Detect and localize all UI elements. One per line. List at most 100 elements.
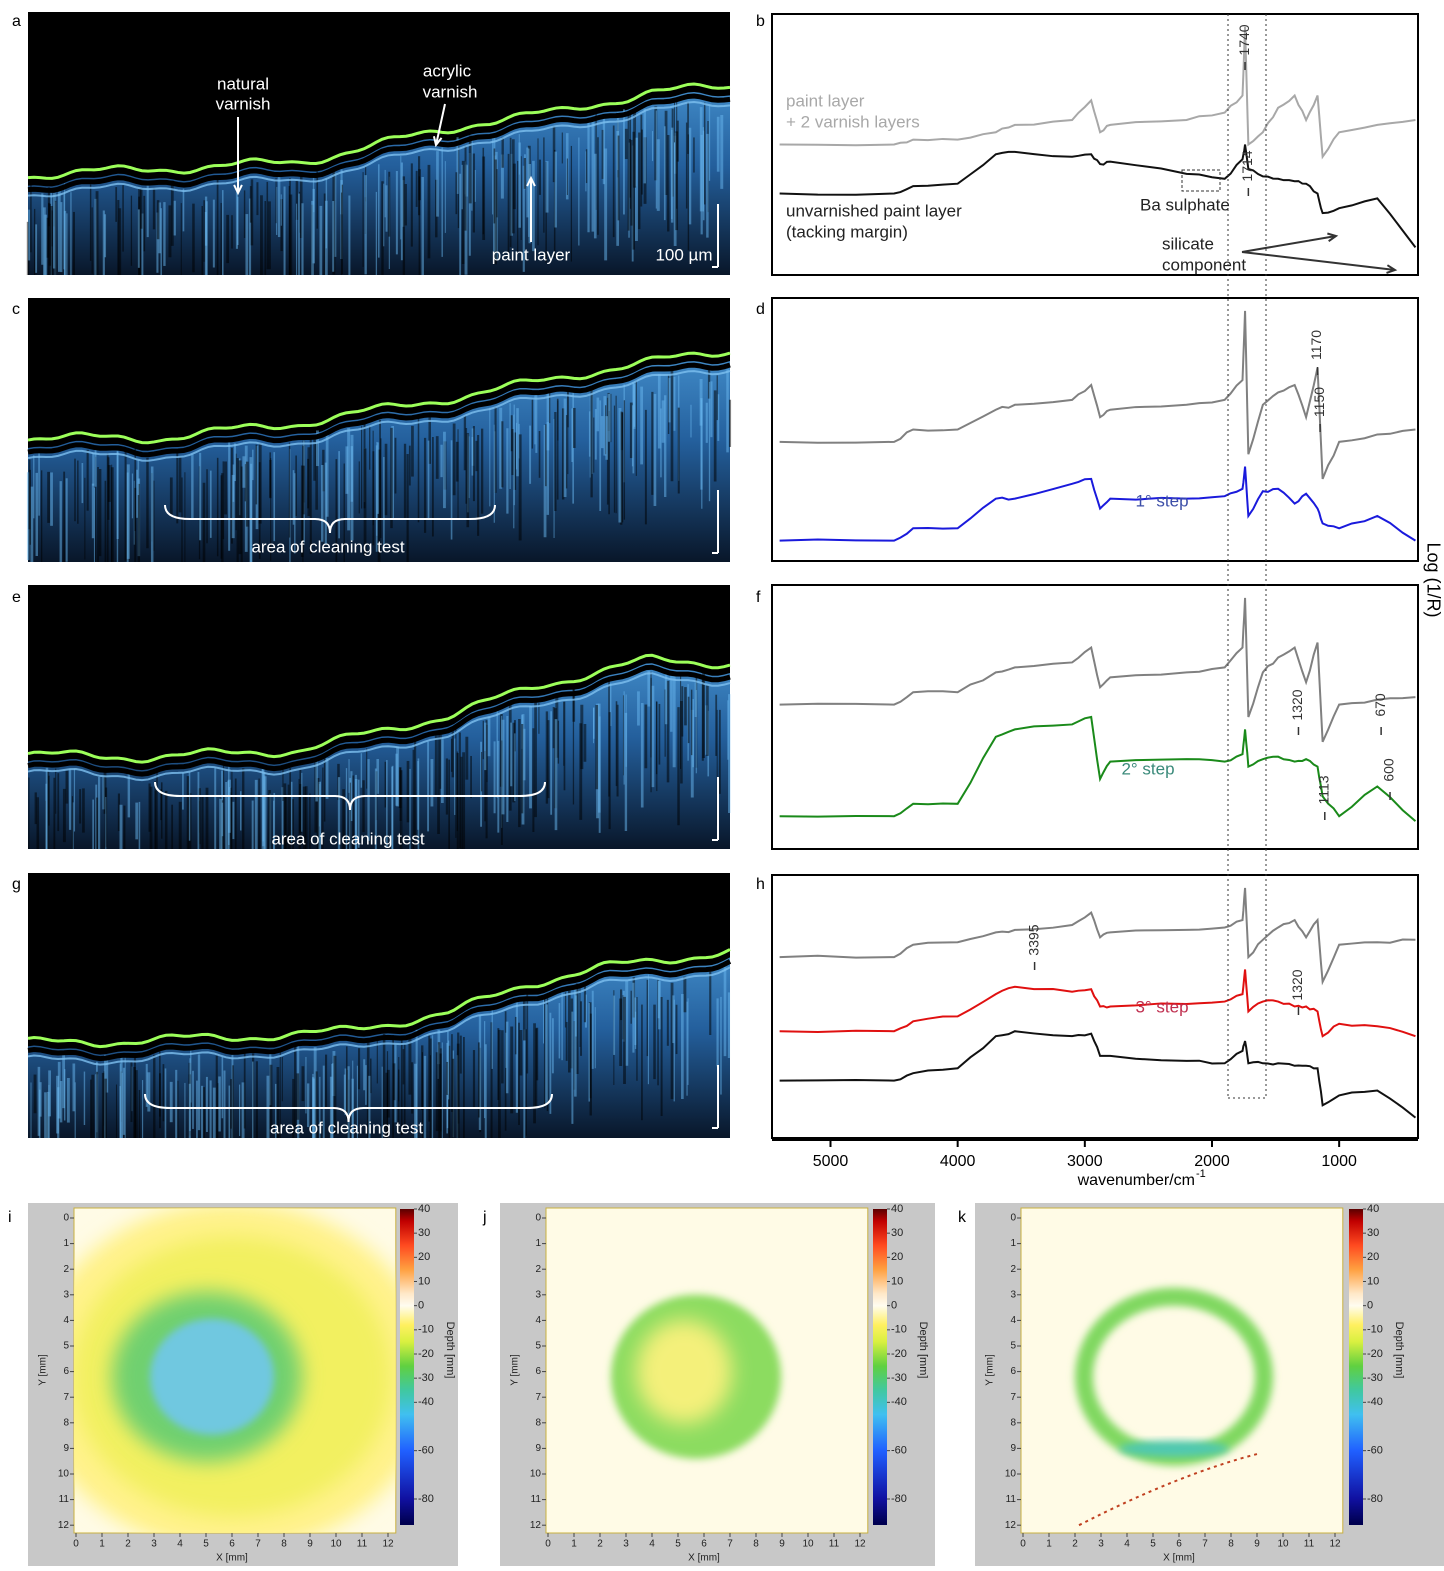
colorbar-tick-label: -10 (418, 1324, 434, 1336)
arrow (435, 103, 446, 146)
x-tick-label: 4 (649, 1539, 655, 1550)
colorbar-tick-label: 20 (418, 1251, 430, 1263)
series-label: 2° step (1121, 759, 1174, 778)
spectrum-line (779, 597, 1416, 743)
y-axis-label: Y [mm] (38, 1354, 49, 1386)
y-tick-label: 3 (535, 1289, 541, 1300)
colorbar (873, 1209, 887, 1525)
x-tick-label: 3 (623, 1539, 629, 1550)
colorbar-tick-label: -10 (1367, 1324, 1383, 1336)
colorbar-tick-label: -20 (1367, 1348, 1383, 1360)
x-tick-label: 5 (1150, 1539, 1156, 1550)
x-tick-label: 2 (597, 1539, 603, 1550)
colorbar-tick-label: 40 (1367, 1203, 1379, 1215)
x-tick-label: 10 (1277, 1539, 1289, 1550)
y-tick-label: 1 (63, 1238, 69, 1249)
x-tick-label: 9 (307, 1539, 313, 1550)
oct-gap (27, 664, 731, 777)
y-tick-label: 9 (63, 1443, 69, 1454)
oct-surface (27, 351, 731, 445)
y-tick-label: 4 (1010, 1315, 1016, 1326)
x-tick-label: 9 (779, 1539, 785, 1550)
annotation: area of cleaning test (271, 829, 424, 848)
colorbar-tick-label: -60 (891, 1445, 907, 1457)
peak-label: 670 (1372, 693, 1388, 717)
x-tick-label: 1000 (1321, 1153, 1357, 1170)
x-axis-label: wavenumber/cm (1077, 1172, 1195, 1189)
colorbar-tick-label: -40 (1367, 1396, 1383, 1408)
y-axis-label: Log (1/R) (1423, 542, 1443, 617)
colorbar-tick-label: 30 (1367, 1227, 1379, 1239)
colorbar-tick-label: 30 (891, 1227, 903, 1239)
colorbar-tick-label: -20 (891, 1348, 907, 1360)
y-tick-label: 4 (63, 1315, 69, 1326)
x-tick-label: 0 (1020, 1539, 1026, 1550)
y-tick-label: 1 (1010, 1238, 1016, 1249)
annotation: varnish (216, 94, 271, 113)
y-tick-label: 12 (530, 1520, 542, 1531)
colorbar-tick-label: 0 (418, 1300, 424, 1312)
y-tick-label: 12 (1005, 1520, 1017, 1531)
x-tick-label: 6 (1176, 1539, 1182, 1550)
colorbar-label: Depth [mm] (917, 1322, 929, 1379)
y-tick-label: 11 (59, 1494, 70, 1505)
spectrum-line (779, 969, 1416, 1038)
y-tick-label: 7 (1010, 1392, 1016, 1403)
x-tick-label: 4000 (940, 1153, 976, 1170)
x-tick-label: 2000 (1194, 1153, 1230, 1170)
colorbar-tick-label: 10 (891, 1275, 903, 1287)
x-tick-label: 7 (255, 1539, 261, 1550)
y-tick-label: 10 (58, 1469, 70, 1480)
y-tick-label: 2 (63, 1264, 69, 1275)
x-tick-label: 12 (854, 1539, 866, 1550)
x-tick-label: 10 (330, 1539, 342, 1550)
arrow-head (526, 175, 536, 187)
y-tick-label: 5 (63, 1341, 69, 1352)
series-label: + 2 varnish layers (786, 112, 920, 131)
oct-layer (27, 100, 731, 198)
spectrum-frame (771, 874, 1419, 1139)
spectrum-line (779, 715, 1417, 822)
x-tick-label: 12 (1329, 1539, 1341, 1550)
colorbar-tick-label: 10 (1367, 1275, 1379, 1287)
colorbar-tick-label: 30 (418, 1227, 430, 1239)
x-tick-label: 5 (203, 1539, 209, 1550)
x-tick-label: 7 (727, 1539, 733, 1550)
annotation: component (1162, 255, 1246, 274)
x-tick-label: 4 (1124, 1539, 1130, 1550)
y-tick-label: 2 (535, 1264, 541, 1275)
x-axis-label: X [mm] (1163, 1553, 1195, 1564)
annotation: acrylic (423, 61, 472, 80)
y-tick-label: 0 (535, 1213, 541, 1224)
y-tick-label: 0 (63, 1213, 69, 1224)
spectrum-frame (771, 13, 1419, 276)
x-tick-label: 5000 (813, 1153, 849, 1170)
x-tick-label: 2 (1072, 1539, 1078, 1550)
x-tick-label: 12 (382, 1539, 394, 1550)
peak-label: 1320 (1289, 689, 1305, 720)
oct-layer (27, 672, 731, 782)
y-tick-label: 11 (531, 1494, 542, 1505)
colorbar-tick-label: -40 (418, 1396, 434, 1408)
colorbar-tick-label: 20 (891, 1251, 903, 1263)
peak-label: 1170 (1308, 330, 1324, 360)
x-tick-label: 5 (675, 1539, 681, 1550)
x-tick-label: 10 (802, 1539, 814, 1550)
x-tick-label: 8 (281, 1539, 287, 1550)
arrow-head (1327, 232, 1339, 243)
y-tick-label: 6 (535, 1366, 541, 1377)
x-tick-label: 11 (357, 1539, 368, 1550)
peak-label: 1740 (1236, 24, 1252, 55)
x-axis-label: X [mm] (216, 1553, 248, 1564)
y-tick-label: 10 (1005, 1469, 1017, 1480)
annotation: silicate (1162, 234, 1214, 253)
y-tick-label: 10 (530, 1469, 542, 1480)
annotation: varnish (423, 82, 478, 101)
colorbar-tick-label: 40 (418, 1203, 430, 1215)
y-tick-label: 12 (58, 1520, 70, 1531)
y-tick-label: 8 (1010, 1417, 1016, 1428)
y-tick-label: 8 (535, 1417, 541, 1428)
x-tick-label: 6 (701, 1539, 707, 1550)
